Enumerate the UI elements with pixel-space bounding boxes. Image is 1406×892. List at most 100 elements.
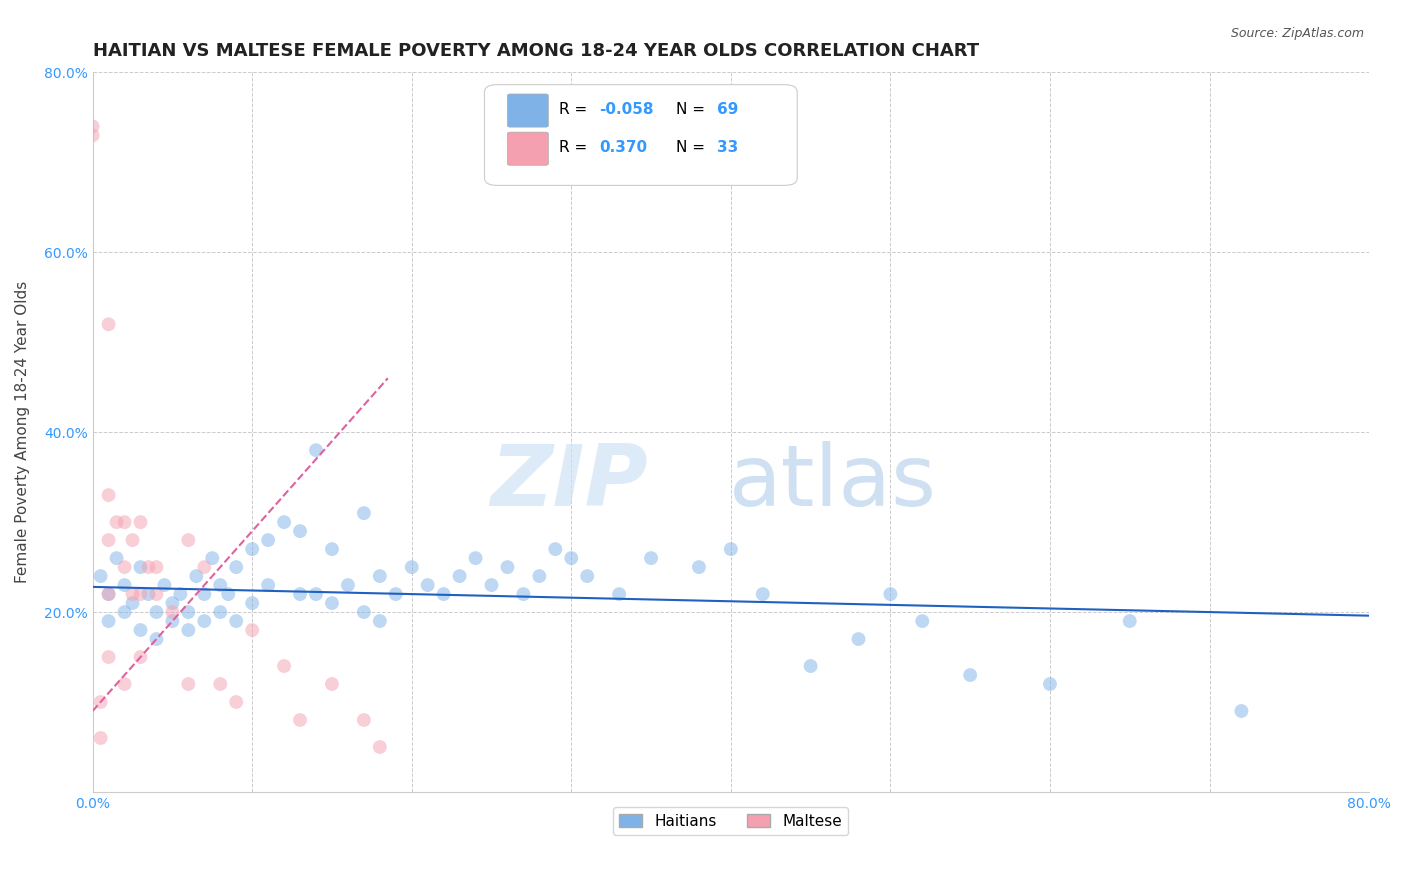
- Point: [129, 587, 152, 601]
- Point: [177, 605, 200, 619]
- Point: [288, 587, 311, 601]
- Point: [209, 605, 232, 619]
- Point: [121, 587, 143, 601]
- Point: [464, 551, 486, 566]
- Point: [193, 587, 215, 601]
- Text: atlas: atlas: [728, 441, 936, 524]
- Point: [97, 650, 120, 665]
- Point: [225, 695, 247, 709]
- Point: [384, 587, 406, 601]
- Point: [496, 560, 519, 574]
- Point: [368, 739, 391, 754]
- Point: [90, 569, 112, 583]
- Point: [209, 578, 232, 592]
- Point: [105, 515, 128, 529]
- FancyBboxPatch shape: [508, 94, 548, 128]
- Point: [177, 677, 200, 691]
- Point: [121, 533, 143, 548]
- Point: [177, 623, 200, 637]
- Point: [97, 587, 120, 601]
- Point: [273, 659, 295, 673]
- Point: [225, 614, 247, 628]
- Point: [153, 578, 176, 592]
- Point: [353, 605, 375, 619]
- Point: [959, 668, 981, 682]
- Point: [544, 542, 567, 557]
- Point: [368, 569, 391, 583]
- Point: [688, 560, 710, 574]
- Text: 0.370: 0.370: [599, 140, 648, 155]
- Point: [257, 578, 280, 592]
- Point: [879, 587, 901, 601]
- Point: [449, 569, 471, 583]
- Point: [193, 614, 215, 628]
- Point: [145, 587, 167, 601]
- Point: [129, 560, 152, 574]
- Point: [848, 632, 870, 646]
- Point: [240, 623, 263, 637]
- FancyBboxPatch shape: [508, 132, 548, 165]
- Point: [162, 596, 184, 610]
- Point: [97, 533, 120, 548]
- Point: [529, 569, 551, 583]
- Point: [129, 515, 152, 529]
- Point: [353, 506, 375, 520]
- Point: [97, 488, 120, 502]
- Point: [1039, 677, 1062, 691]
- Point: [257, 533, 280, 548]
- Point: [640, 551, 662, 566]
- Point: [114, 515, 136, 529]
- Text: N =: N =: [676, 140, 710, 155]
- FancyBboxPatch shape: [485, 85, 797, 186]
- Point: [305, 587, 328, 601]
- Point: [114, 605, 136, 619]
- Point: [105, 551, 128, 566]
- Point: [129, 650, 152, 665]
- Point: [217, 587, 239, 601]
- Point: [353, 713, 375, 727]
- Point: [145, 560, 167, 574]
- Point: [121, 596, 143, 610]
- Point: [607, 587, 630, 601]
- Point: [129, 623, 152, 637]
- Point: [90, 695, 112, 709]
- Point: [321, 542, 343, 557]
- Point: [114, 677, 136, 691]
- Point: [368, 614, 391, 628]
- Point: [82, 120, 104, 134]
- Text: N =: N =: [676, 103, 710, 118]
- Point: [273, 515, 295, 529]
- Point: [138, 560, 160, 574]
- Point: [97, 318, 120, 332]
- Point: [193, 560, 215, 574]
- Point: [401, 560, 423, 574]
- Point: [90, 731, 112, 745]
- Text: Source: ZipAtlas.com: Source: ZipAtlas.com: [1230, 27, 1364, 40]
- Text: 69: 69: [717, 103, 738, 118]
- Point: [720, 542, 742, 557]
- Point: [97, 614, 120, 628]
- Point: [416, 578, 439, 592]
- Text: 33: 33: [717, 140, 738, 155]
- Point: [209, 677, 232, 691]
- Point: [1119, 614, 1142, 628]
- Point: [751, 587, 773, 601]
- Point: [162, 605, 184, 619]
- Point: [114, 560, 136, 574]
- Point: [481, 578, 503, 592]
- Point: [433, 587, 456, 601]
- Point: [240, 542, 263, 557]
- Point: [177, 533, 200, 548]
- Point: [114, 578, 136, 592]
- Point: [321, 596, 343, 610]
- Point: [138, 587, 160, 601]
- Point: [162, 614, 184, 628]
- Point: [186, 569, 208, 583]
- Text: ZIP: ZIP: [491, 441, 648, 524]
- Point: [336, 578, 359, 592]
- Text: R =: R =: [558, 140, 596, 155]
- Point: [82, 128, 104, 143]
- Point: [225, 560, 247, 574]
- Point: [201, 551, 224, 566]
- Point: [145, 605, 167, 619]
